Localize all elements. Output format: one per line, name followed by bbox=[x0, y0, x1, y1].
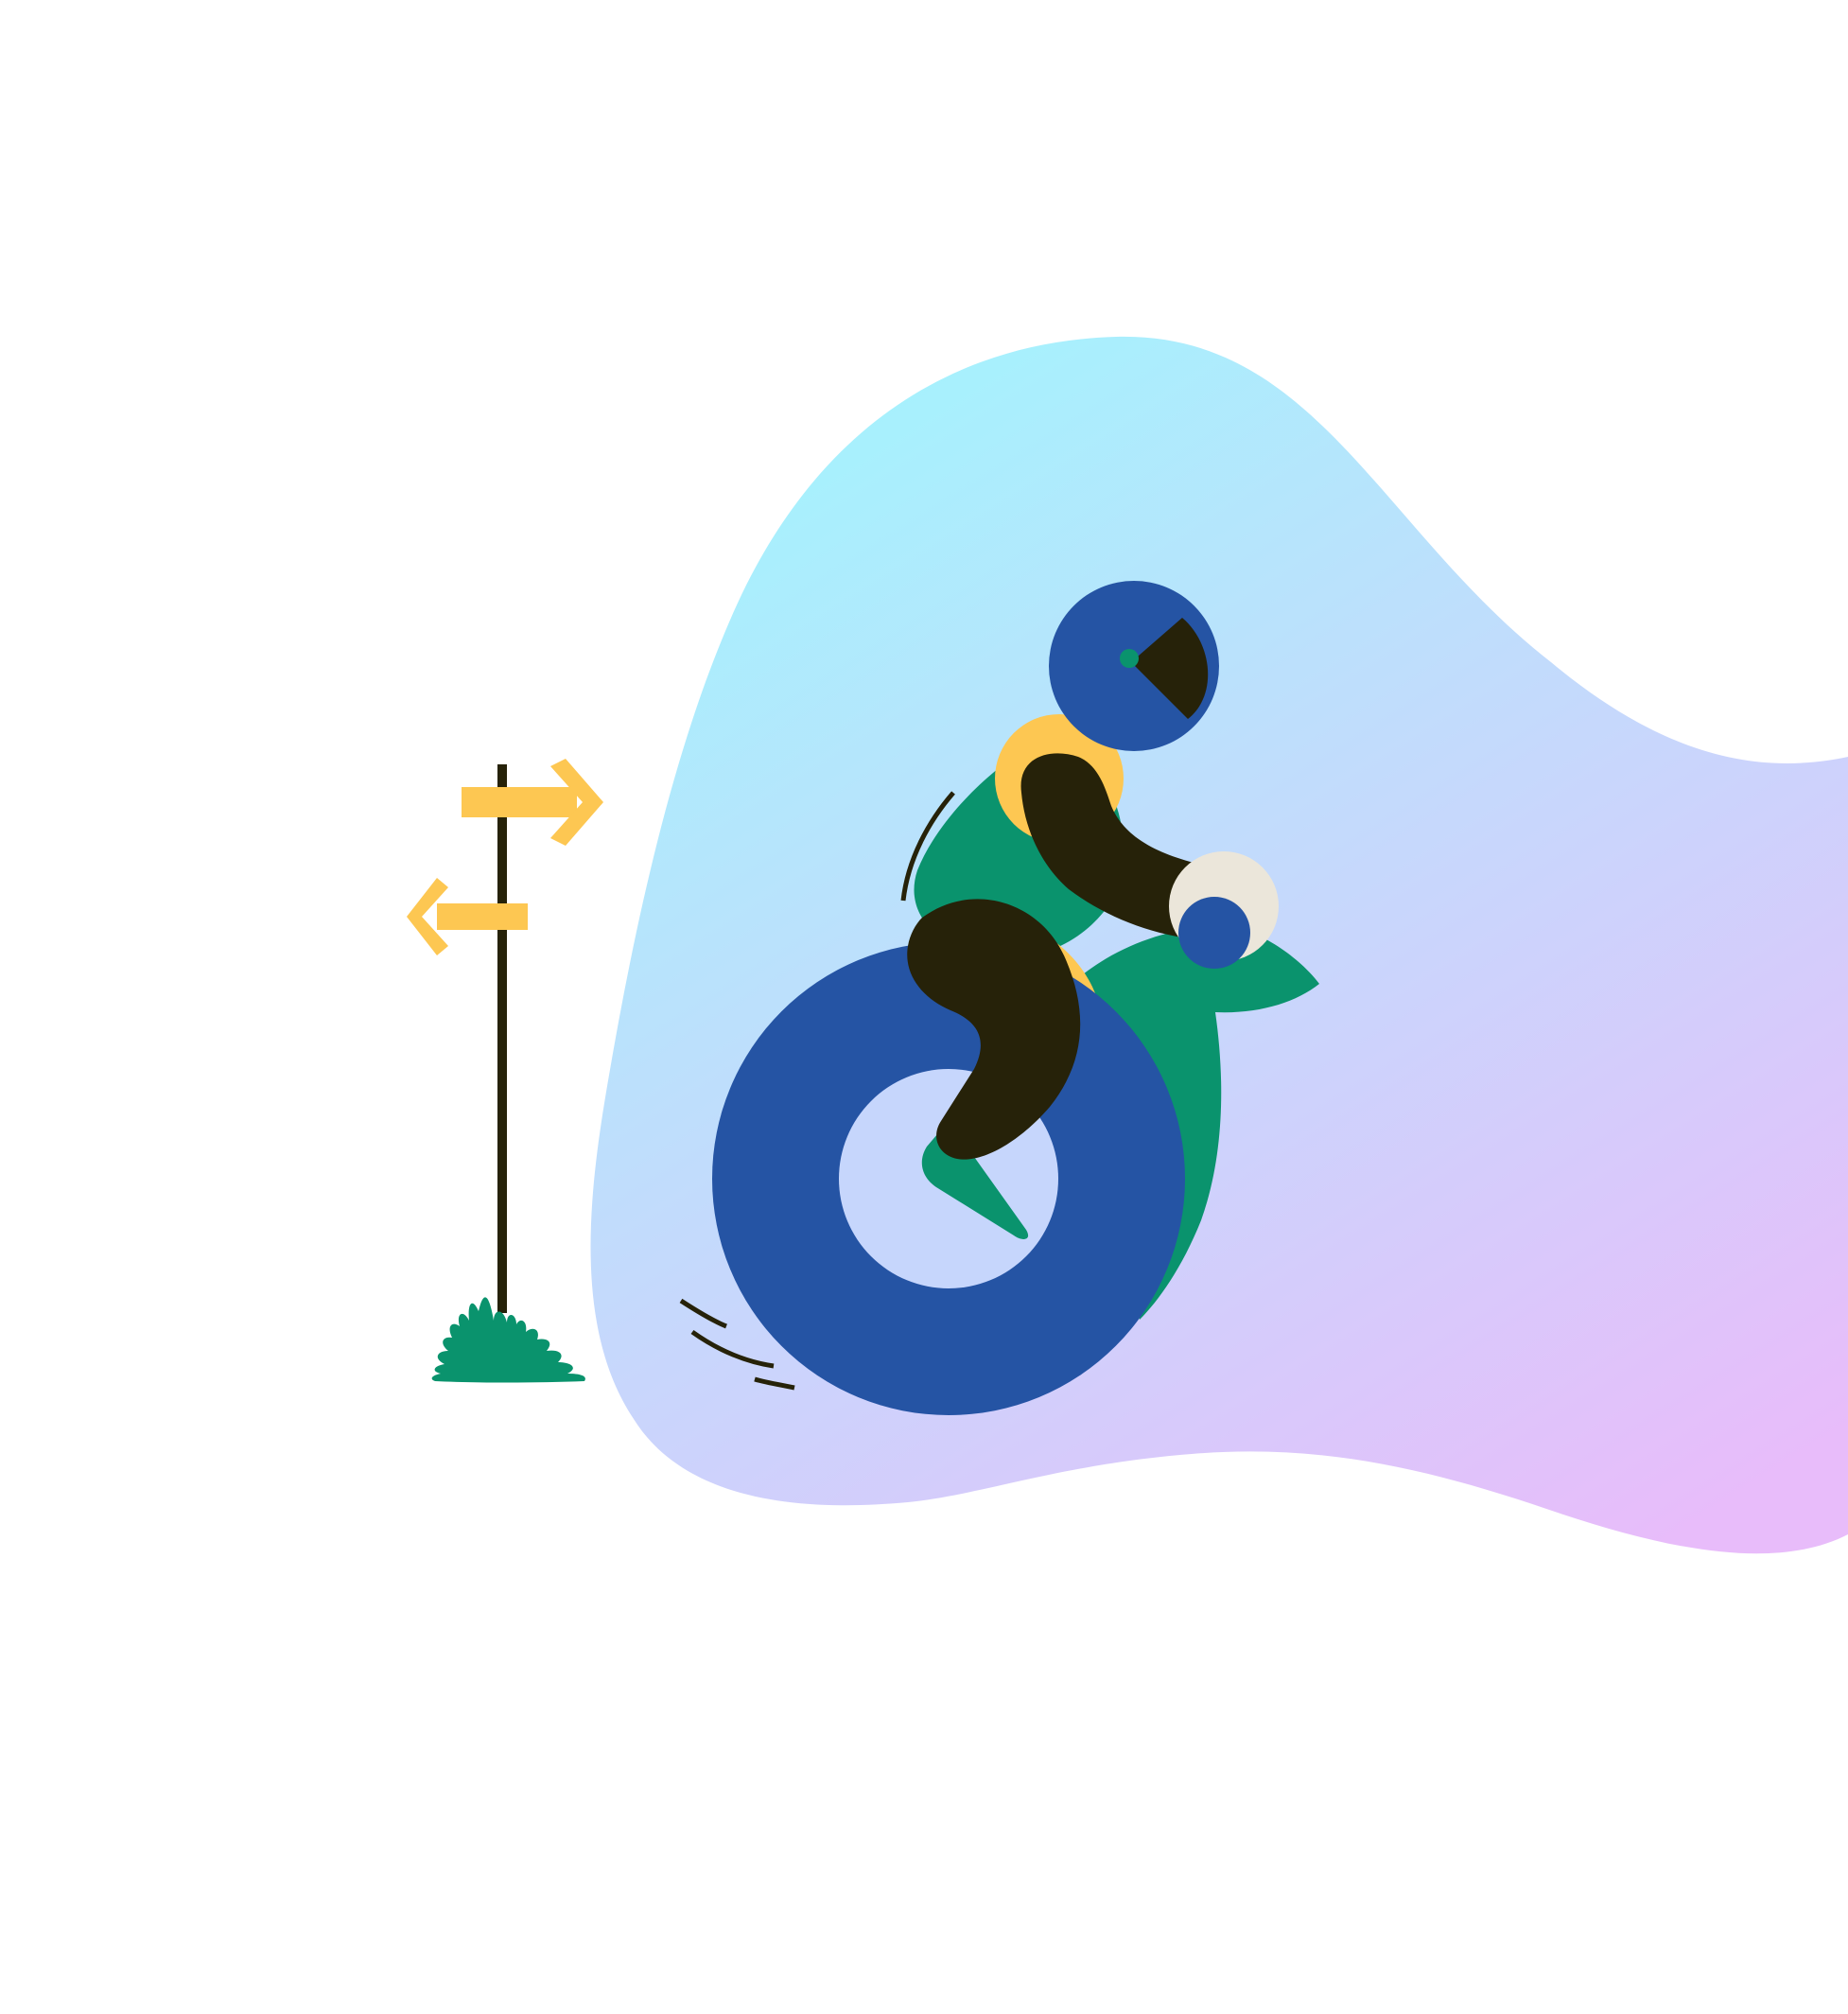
helmet-icon bbox=[1049, 581, 1219, 751]
helmet-dot bbox=[1120, 649, 1139, 668]
rider-arm bbox=[1020, 753, 1211, 941]
motion-lines-icon bbox=[679, 791, 955, 1391]
signpost-pole bbox=[497, 764, 507, 1313]
bush-icon bbox=[431, 1297, 585, 1383]
rider-leg bbox=[907, 899, 1081, 1160]
rider-hand bbox=[1169, 851, 1279, 969]
arrow-left-icon bbox=[407, 878, 528, 955]
signpost-icon bbox=[407, 759, 603, 1383]
arrow-right-icon bbox=[462, 759, 603, 846]
helmet-visor bbox=[1131, 618, 1209, 719]
